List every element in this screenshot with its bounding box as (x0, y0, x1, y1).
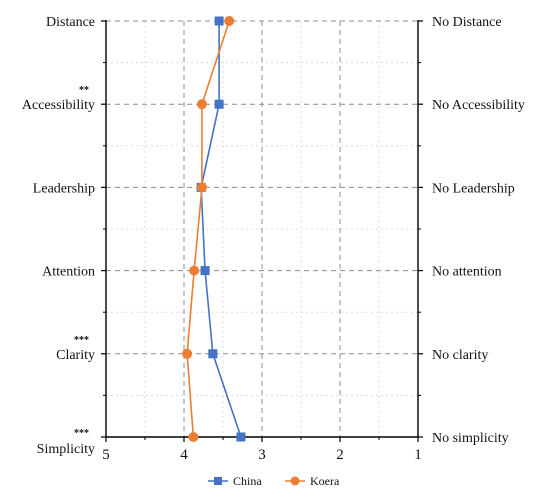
grid-lines (106, 20, 418, 438)
right-category-label: No attention (432, 265, 502, 280)
series-lines (182, 16, 246, 442)
left-category-label: Attention (42, 265, 95, 280)
data-point-koera (196, 182, 207, 193)
right-category-label: No Leadership (432, 181, 515, 196)
significance-marker: *** (74, 335, 89, 346)
data-point-koera (224, 16, 235, 26)
x-tick-label: 1 (414, 447, 422, 463)
data-point-china (236, 432, 246, 442)
x-tick-label: 4 (180, 447, 188, 463)
data-point-koera (182, 348, 193, 359)
data-point-koera (188, 432, 199, 442)
data-point-china (200, 266, 210, 276)
legend-marker-square (214, 477, 222, 485)
left-category-label: Accessibility (22, 98, 95, 113)
legend-label: Koera (310, 474, 340, 488)
legend-marker-circle (290, 476, 300, 486)
legend: China Koera (208, 474, 340, 488)
data-point-koera (189, 265, 200, 276)
left-category-label: Simplicity (37, 442, 95, 457)
x-tick-label: 5 (102, 447, 110, 463)
right-category-label: No Distance (432, 15, 502, 30)
series-line-china (200, 21, 242, 438)
left-category-label: Distance (46, 15, 95, 30)
data-point-china (214, 16, 224, 26)
significance-marker: ** (79, 85, 89, 96)
category-labels: Distance Accessibility ** Leadership Attenti… (22, 15, 525, 457)
x-tick-label: 3 (258, 447, 266, 463)
data-point-china (208, 349, 218, 359)
legend-label: China (233, 474, 262, 488)
series-line-koera (186, 20, 231, 438)
axes: 5 4 3 2 1 (101, 20, 423, 463)
significance-marker: *** (74, 428, 89, 439)
right-category-label: No Accessibility (432, 98, 525, 113)
left-category-label: Clarity (56, 348, 95, 363)
right-category-label: No clarity (432, 348, 488, 363)
data-point-koera (196, 99, 207, 110)
data-point-china (214, 99, 224, 109)
x-tick-label: 2 (336, 447, 344, 463)
right-category-label: No simplicity (432, 431, 509, 446)
left-category-label: Leadership (33, 181, 95, 196)
